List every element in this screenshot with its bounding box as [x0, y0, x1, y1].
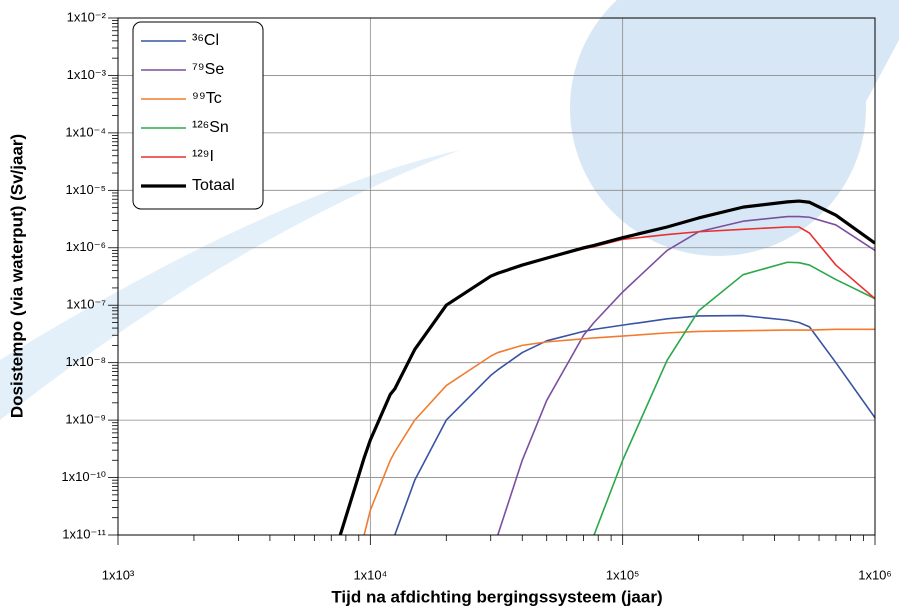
y-tick-label: 1x10⁻¹⁰	[61, 469, 106, 484]
y-tick-label: 1x10⁻⁴	[65, 124, 106, 139]
series-line	[594, 262, 875, 535]
x-tick-label: 1x10³	[102, 567, 135, 582]
x-tick-label: 1x10⁴	[353, 567, 387, 582]
legend-label: ³⁶Cl	[192, 32, 219, 49]
legend-label: ⁹⁹Tc	[192, 90, 222, 107]
chart: Tijd na afdichting bergingssysteem (jaar…	[0, 0, 899, 610]
legend-label: ¹²⁹I	[192, 148, 214, 165]
y-axis-label: Dosistempo (via waterput) (Sv/jaar)	[7, 134, 26, 418]
x-axis-label: Tijd na afdichting bergingssysteem (jaar…	[331, 587, 662, 606]
series-line	[395, 316, 875, 535]
page: Tijd na afdichting bergingssysteem (jaar…	[0, 0, 899, 610]
y-tick-label: 1x10⁻³	[67, 67, 107, 82]
series-line	[340, 227, 875, 535]
legend-label: Totaal	[192, 177, 235, 194]
x-tick-label: 1x10⁵	[606, 567, 640, 582]
legend-label: ⁷⁹Se	[192, 61, 224, 78]
y-tick-label: 1x10⁻⁵	[66, 182, 106, 197]
y-tick-label: 1x10⁻⁸	[65, 354, 106, 369]
y-tick-label: 1x10⁻²	[67, 9, 107, 24]
x-tick-label: 1x10⁶	[858, 567, 892, 582]
legend-label: ¹²⁶Sn	[192, 119, 229, 136]
series-line	[498, 217, 875, 535]
series-line	[340, 201, 875, 535]
y-tick-label: 1x10⁻¹¹	[62, 526, 106, 541]
y-tick-label: 1x10⁻⁷	[66, 297, 106, 312]
y-tick-label: 1x10⁻⁶	[66, 239, 106, 254]
y-tick-label: 1x10⁻⁹	[65, 412, 106, 427]
